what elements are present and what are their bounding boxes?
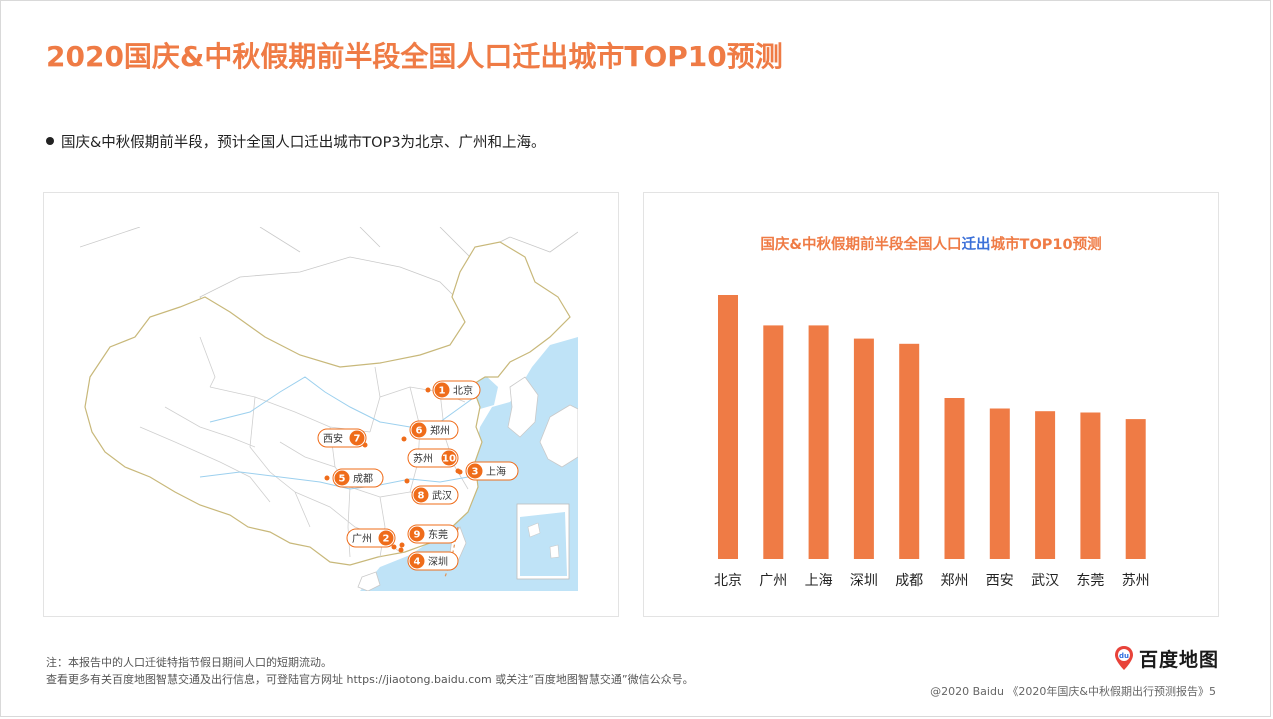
china-outline: [84, 241, 571, 566]
rank-badge: [411, 422, 427, 438]
city-name: 东莞: [428, 528, 448, 541]
rank-badge: [349, 430, 365, 446]
bar-7: [989, 408, 1010, 559]
china-map: 1 北京 2 广州 3 上海 4 深圳 5 成都 6 郑州 7 西安 8 武汉 9 东莞 10 苏州: [80, 227, 578, 591]
rank-number: 4: [414, 557, 421, 568]
japan-land: [539, 404, 578, 468]
page-title: 2020国庆&中秋假期前半段全国人口迁出城市TOP10预测: [46, 40, 783, 73]
x-tick-label: 深圳: [850, 573, 878, 589]
city-dot: [399, 542, 405, 548]
chart-title: 国庆&中秋假期前半段全国人口迁出城市TOP10预测: [644, 233, 1218, 254]
russia-border: [80, 227, 578, 258]
map-svg: 1 北京 2 广州 3 上海 4 深圳 5 成都 6 郑州 7 西安 8 武汉 9 东莞 10 苏州: [80, 227, 578, 591]
rank-number: 7: [354, 434, 361, 445]
chart-title-highlight: 迁出: [961, 237, 991, 253]
x-tick-label: 北京: [714, 573, 742, 589]
city-name: 郑州: [430, 424, 450, 437]
rank-number: 3: [472, 467, 479, 478]
city-name: 成都: [353, 473, 373, 485]
rank-number: 2: [383, 534, 390, 545]
rank-number: 5: [339, 474, 346, 485]
city-marker: 6 郑州: [401, 420, 459, 442]
rank-number: 9: [414, 530, 421, 541]
city-name: 深圳: [428, 556, 448, 568]
x-tick-label: 苏州: [1122, 573, 1150, 589]
inset-sea: [520, 512, 567, 576]
city-marker: 2 广州: [346, 528, 397, 550]
hainan-land: [357, 571, 381, 591]
rank-badge: [467, 463, 483, 479]
rank-badge: [409, 553, 425, 569]
bar-chart-svg: 北京 广州 上海 深圳 成都 郑州 西安 武汉 东莞 苏州: [714, 295, 1150, 589]
rank-number: 6: [416, 426, 423, 437]
bar-3: [808, 325, 829, 559]
x-tick-label: 上海: [805, 573, 833, 589]
bar-4: [853, 338, 874, 559]
city-dot: [391, 544, 397, 550]
city-dot: [404, 478, 410, 484]
bar-2: [763, 325, 784, 559]
summary-bullet: 国庆&中秋假期前半段，预计全国人口迁出城市TOP3为北京、广州和上海。: [46, 131, 546, 152]
bar-10: [1125, 419, 1146, 559]
rank-badge: [413, 487, 429, 503]
yangtze-river: [199, 471, 469, 490]
city-name: 广州: [352, 533, 372, 545]
city-name: 苏州: [413, 452, 433, 465]
bar-9: [1080, 412, 1101, 559]
rank-number: 1: [439, 386, 446, 397]
city-markers: 1 北京 2 广州 3 上海 4 深圳 5 成都 6 郑州 7 西安 8 武汉 9 东莞 10 苏州: [317, 380, 519, 571]
rank-badge: [409, 526, 425, 542]
inset-islands: [527, 522, 560, 559]
x-tick-label: 郑州: [941, 573, 969, 589]
rank-badge: [434, 382, 450, 398]
city-dot: [425, 387, 431, 393]
bar-8: [1035, 411, 1056, 559]
city-dot: [398, 547, 404, 553]
city-dot: [324, 475, 330, 481]
x-tick-label: 武汉: [1031, 573, 1059, 589]
rank-badge: [378, 530, 394, 546]
logo-badge: du: [1119, 652, 1129, 660]
map-panel: 1 北京 2 广州 3 上海 4 深圳 5 成都 6 郑州 7 西安 8 武汉 9 东莞 10 苏州: [43, 192, 619, 617]
bar-1: [718, 295, 738, 559]
summary-text: 国庆&中秋假期前半段，预计全国人口迁出城市TOP3为北京、广州和上海。: [61, 135, 546, 151]
city-marker: 8 武汉: [404, 478, 459, 505]
bar-5: [899, 343, 920, 559]
chart-title-part3: 城市TOP10预测: [990, 237, 1102, 253]
city-dot: [401, 436, 407, 442]
bar-6: [944, 398, 965, 559]
chart-panel: 国庆&中秋假期前半段全国人口迁出城市TOP10预测 北京 广州 上海 深圳 成都 郑州 西安…: [643, 192, 1219, 617]
bullet-dot-icon: [46, 137, 54, 145]
city-name: 西安: [323, 432, 343, 445]
city-dot: [455, 468, 461, 474]
x-tick-label: 广州: [759, 573, 787, 589]
city-marker: 9 东莞: [399, 524, 459, 548]
city-marker: 1 北京: [425, 380, 481, 400]
city-name: 武汉: [432, 489, 452, 502]
map-pin-icon: du: [1115, 646, 1133, 670]
city-marker: 10 苏州: [407, 448, 461, 474]
chart-title-part1: 国庆&中秋假期前半段全国人口: [760, 237, 962, 253]
footer-text: @2020 Baidu 《2020年国庆&中秋假期出行预测报告》5: [930, 685, 1216, 698]
x-tick-label: 成都: [895, 573, 923, 589]
city-name: 北京: [453, 384, 473, 397]
rank-badge: [334, 470, 350, 486]
rank-badge: [441, 450, 457, 466]
city-name: 上海: [486, 465, 506, 478]
city-marker: 7 西安: [317, 428, 368, 448]
note-line-2: 查看更多有关百度地图智慧交通及出行信息，可登陆官方网址 https://jiao…: [46, 673, 694, 686]
korea-land: [507, 376, 539, 438]
city-marker: 4 深圳: [398, 547, 459, 571]
x-tick-label: 东莞: [1076, 573, 1104, 589]
rank-number: 8: [418, 491, 425, 502]
note-line-1: 注：本报告中的人口迁徙特指节假日期间人口的短期流动。: [46, 656, 332, 669]
city-marker: 5 成都: [324, 468, 384, 488]
rank-number: 10: [442, 454, 456, 465]
baidu-map-logo: du 百度地图: [1113, 644, 1219, 672]
x-tick-label: 西安: [986, 573, 1014, 589]
logo-text: 百度地图: [1139, 648, 1220, 671]
taiwan-land: [449, 526, 467, 562]
